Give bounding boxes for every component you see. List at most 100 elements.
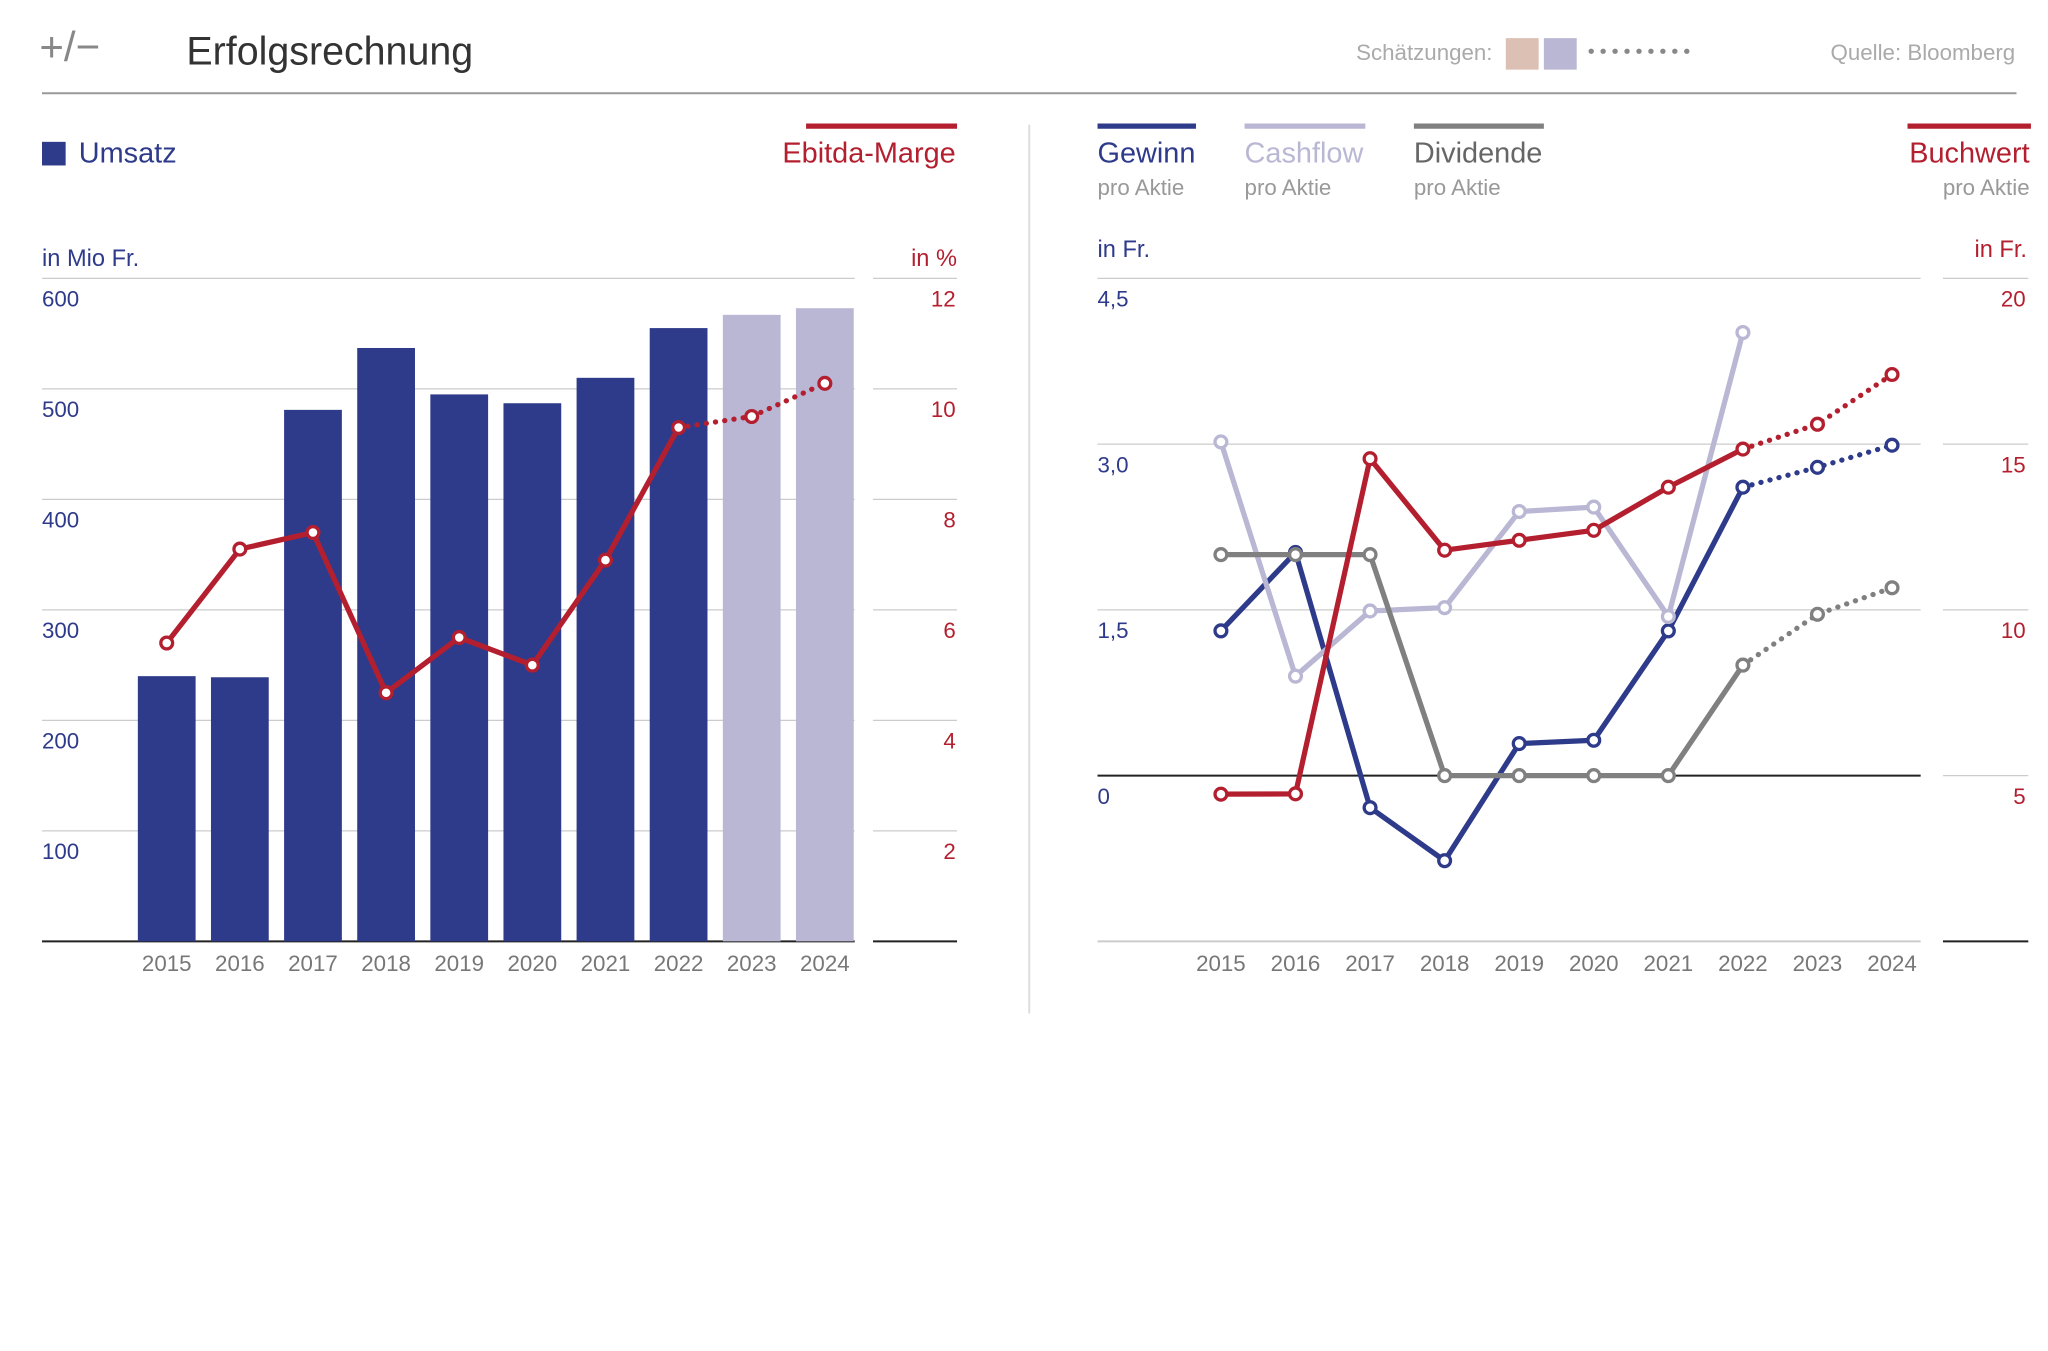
point (1660, 768, 1676, 784)
point (1586, 732, 1602, 748)
x-tick-label: 2017 (288, 951, 338, 976)
point (1437, 853, 1453, 869)
y-tick-label: 3,0 (1098, 452, 1129, 477)
logo: +/− (39, 23, 100, 70)
line (164, 424, 682, 696)
x-tick-label: 2022 (1718, 951, 1768, 976)
legend-sublabel: pro Aktie (1943, 175, 2030, 200)
point (1660, 608, 1676, 625)
point (1884, 580, 1900, 596)
point (1735, 657, 1751, 673)
legend-label: Umsatz (79, 138, 177, 170)
x-tick-label: 2023 (1793, 951, 1843, 976)
y-unit: in Mio Fr. (42, 246, 139, 272)
point (1511, 736, 1527, 752)
point (1287, 668, 1304, 684)
point (1735, 324, 1751, 341)
bar (210, 677, 269, 942)
x-tick-label: 2017 (1345, 951, 1395, 976)
bar (137, 676, 196, 942)
x-tick-label: 2016 (215, 951, 265, 976)
point (1213, 786, 1229, 802)
point (1287, 547, 1304, 563)
line (1218, 329, 1746, 679)
point (1511, 503, 1527, 520)
point (744, 408, 760, 425)
x-tick-label: 2024 (800, 951, 850, 976)
point (305, 524, 321, 541)
point (1809, 459, 1826, 475)
point (1437, 768, 1453, 784)
bar (284, 409, 342, 942)
x-tick-label: 2024 (1867, 951, 1917, 976)
y2-tick-label: 15 (2001, 452, 2026, 477)
legend-sublabel: pro Aktie (1245, 175, 1332, 200)
line-estimate (1740, 371, 1895, 452)
source: Quelle: Bloomberg (1831, 40, 2016, 65)
bar (576, 377, 635, 942)
x-tick-label: 2016 (1271, 951, 1321, 976)
y-tick-label: 0 (1098, 784, 1110, 809)
point (1511, 532, 1527, 548)
point (817, 375, 833, 391)
legend-label: Buchwert (1909, 138, 2029, 170)
point (1586, 768, 1602, 784)
x-tick-label: 2023 (727, 951, 777, 976)
point (1511, 768, 1527, 784)
y2-tick-label: 20 (2001, 287, 2026, 312)
point (1586, 499, 1602, 515)
point (1660, 479, 1676, 495)
estimates-label: Schätzungen: (1356, 40, 1492, 65)
line (1218, 446, 1746, 797)
point (232, 541, 248, 557)
page-title: Erfolgsrechnung (186, 29, 473, 73)
point (1809, 416, 1826, 432)
legend-label: Cashflow (1245, 138, 1364, 170)
point (1213, 434, 1229, 450)
point (1884, 366, 1900, 383)
point (451, 629, 467, 646)
point (1287, 786, 1304, 802)
y-tick-label: 200 (42, 729, 79, 754)
point (1809, 606, 1826, 622)
y2-tick-label: 6 (943, 618, 955, 643)
point (159, 635, 175, 651)
x-tick-label: 2018 (1420, 951, 1470, 976)
legend-swatch (42, 141, 66, 166)
point (1362, 547, 1378, 563)
y2-tick-label: 4 (943, 729, 955, 754)
legend-label: Gewinn (1098, 138, 1196, 170)
y2-tick-label: 10 (2001, 618, 2026, 643)
y-tick-label: 100 (42, 839, 79, 864)
point (1362, 603, 1378, 619)
y2-unit: in % (911, 246, 957, 272)
x-tick-label: 2019 (1494, 951, 1544, 976)
x-tick-label: 2015 (142, 951, 192, 976)
y-tick-label: 600 (42, 287, 79, 312)
point (1362, 800, 1378, 816)
x-tick-label: 2020 (1569, 951, 1619, 976)
point (1362, 451, 1378, 467)
y2-tick-label: 10 (931, 397, 956, 422)
point (671, 419, 687, 436)
y2-tick-label: 2 (943, 839, 955, 864)
point (1884, 437, 1900, 453)
bar (430, 394, 489, 942)
point (524, 657, 540, 673)
line (1218, 551, 1746, 779)
y-tick-label: 300 (42, 618, 79, 643)
x-tick-label: 2020 (508, 951, 558, 976)
legend-sublabel: pro Aktie (1414, 175, 1501, 200)
estimate-swatch (1505, 38, 1539, 70)
y2-unit: in Fr. (1974, 237, 2027, 263)
y2-tick-label: 8 (943, 508, 955, 533)
y-tick-label: 500 (42, 397, 79, 422)
legend-sublabel: pro Aktie (1098, 175, 1185, 200)
point (597, 552, 614, 568)
y-tick-label: 400 (42, 508, 79, 533)
x-tick-label: 2019 (434, 951, 484, 976)
x-tick-label: 2021 (1644, 951, 1694, 976)
y-tick-label: 1,5 (1098, 618, 1129, 643)
point (1437, 600, 1453, 616)
